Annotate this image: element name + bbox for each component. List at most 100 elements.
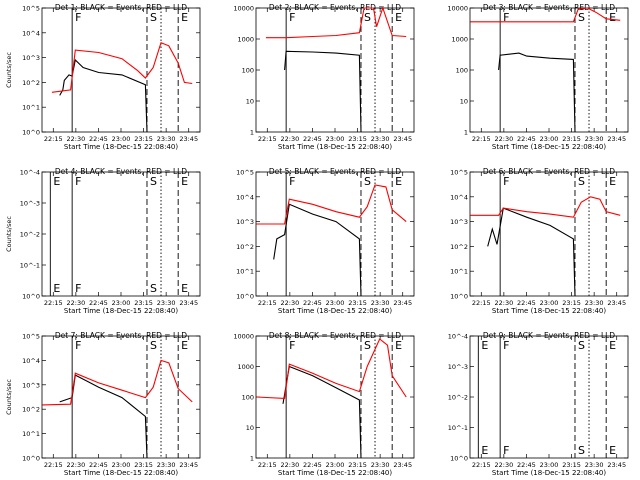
x-tick-label: 22:30 [280, 135, 299, 143]
plot-frame [255, 7, 415, 133]
marker-label: S [578, 444, 585, 457]
series-line-lld [256, 338, 407, 399]
panel-title: Det 5: BLACK = Events, RED = LLD [269, 167, 401, 176]
chart-panel-5: Det 5: BLACK = Events, RED = LLD 10^0 10^1… [236, 167, 415, 315]
y-tick-label: 1000 [237, 363, 254, 371]
marker-label: S [364, 11, 371, 24]
marker-label: S [578, 11, 585, 24]
y-tick-label: 10^2 [22, 406, 40, 414]
plot-frame [469, 7, 629, 133]
x-axis-label: Start Time (18-Dec-15 22:08:40) [492, 143, 606, 151]
y-tick-label: 10^-2 [20, 231, 40, 239]
y-axis-label: Counts/sec [5, 216, 13, 252]
x-axis-label: Start Time (18-Dec-15 22:08:40) [64, 307, 178, 315]
marker-label: E [181, 339, 188, 352]
x-tick-label: 22:30 [66, 461, 85, 469]
x-axis-label: Start Time (18-Dec-15 22:08:40) [64, 143, 178, 151]
marker-label: E [395, 339, 402, 352]
y-tick-label: 10^3 [22, 54, 40, 62]
x-tick-label: 23:30 [585, 299, 604, 307]
x-tick-label: 22:45 [303, 299, 322, 307]
series-line-lld [51, 41, 193, 93]
x-tick-label: 23:15 [134, 461, 153, 469]
plot-frame [469, 335, 629, 459]
series-line-lld [265, 6, 407, 39]
marker-label: S [578, 339, 585, 352]
marker-label: S [150, 282, 157, 295]
x-tick-label: 23:00 [540, 461, 559, 469]
x-tick-label: 23:30 [157, 135, 176, 143]
x-tick-label: 23:15 [348, 461, 367, 469]
x-tick-label: 23:45 [179, 461, 198, 469]
x-tick-label: 22:15 [472, 135, 491, 143]
y-tick-label: 10^-4 [20, 169, 40, 177]
y-tick-label: 10^0 [236, 293, 254, 301]
marker-label: F [503, 11, 509, 24]
panel-title: Det 7: BLACK = Events, RED = LLD [55, 331, 187, 340]
series-line-events [498, 52, 576, 133]
marker-label: E [609, 444, 616, 457]
x-tick-label: 22:30 [494, 299, 513, 307]
series-line-lld [470, 196, 621, 218]
marker-label: E [609, 339, 616, 352]
x-tick-label: 22:15 [258, 461, 277, 469]
series-line-events [273, 203, 362, 297]
y-tick-label: 1 [464, 129, 468, 137]
x-tick-label: 23:15 [348, 135, 367, 143]
y-tick-label: 10^1 [22, 430, 40, 438]
panel-title: Det 6: BLACK = Events, RED = LLD [483, 167, 615, 176]
x-tick-label: 22:30 [280, 461, 299, 469]
marker-label: E [609, 11, 616, 24]
marker-label: E [181, 11, 188, 24]
panel-title: Det 2: BLACK = Events, RED = LLD [269, 3, 401, 12]
x-axis-label: Start Time (18-Dec-15 22:08:40) [278, 143, 392, 151]
marker-label: E [53, 282, 60, 295]
x-tick-label: 23:30 [585, 135, 604, 143]
y-tick-label: 10^0 [22, 455, 40, 463]
x-tick-label: 22:15 [472, 461, 491, 469]
chart-panel-3: Det 3: BLACK = Events, RED = LLD 1 10 100 10… [447, 3, 629, 151]
chart-panel-6: Det 6: BLACK = Events, RED = LLD 10^0 10^1… [450, 167, 629, 315]
x-tick-label: 23:45 [607, 299, 626, 307]
series-line-lld [470, 7, 621, 23]
plot-frame [41, 7, 201, 133]
x-tick-label: 23:15 [562, 135, 581, 143]
marker-label: F [289, 11, 295, 24]
series-line-events [487, 207, 576, 297]
x-tick-label: 23:15 [562, 461, 581, 469]
marker-label: S [364, 175, 371, 188]
x-tick-label: 23:00 [112, 135, 131, 143]
x-tick-label: 23:00 [540, 299, 559, 307]
y-tick-label: 10^1 [22, 104, 40, 112]
y-tick-label: 10^4 [22, 357, 40, 365]
y-tick-label: 10^4 [236, 193, 254, 201]
x-tick-label: 23:15 [562, 299, 581, 307]
y-tick-label: 1 [250, 455, 254, 463]
y-tick-label: 10^3 [236, 218, 254, 226]
y-tick-label: 10^0 [22, 293, 40, 301]
y-tick-label: 10^4 [22, 29, 40, 37]
y-tick-label: 10^1 [236, 268, 254, 276]
marker-label: F [75, 339, 81, 352]
x-tick-label: 22:15 [472, 299, 491, 307]
x-tick-label: 23:15 [134, 135, 153, 143]
plot-frame [255, 335, 415, 459]
y-tick-label: 10^5 [22, 333, 40, 341]
y-tick-label: 100 [242, 67, 254, 75]
panel-title: Det 9: BLACK = Events, RED = LLD [483, 331, 615, 340]
x-tick-label: 23:00 [112, 461, 131, 469]
panel-title: Det 8: BLACK = Events, RED = LLD [269, 331, 401, 340]
x-tick-label: 23:00 [326, 461, 345, 469]
y-tick-label: 10^-3 [20, 200, 40, 208]
x-tick-label: 23:30 [371, 135, 390, 143]
marker-label: F [75, 11, 81, 24]
y-tick-label: 10 [246, 98, 254, 106]
y-tick-label: 10^-4 [448, 333, 468, 341]
x-tick-label: 22:45 [89, 461, 108, 469]
y-tick-label: 10^-1 [20, 262, 40, 270]
y-tick-label: 10^2 [450, 243, 468, 251]
chart-panel-8: Det 8: BLACK = Events, RED = LLD 1 10 100 10… [233, 331, 415, 477]
x-tick-label: 22:15 [258, 135, 277, 143]
chart-panel-2: Det 2: BLACK = Events, RED = LLD 1 10 100 10… [233, 3, 415, 151]
x-axis-label: Start Time (18-Dec-15 22:08:40) [492, 307, 606, 315]
